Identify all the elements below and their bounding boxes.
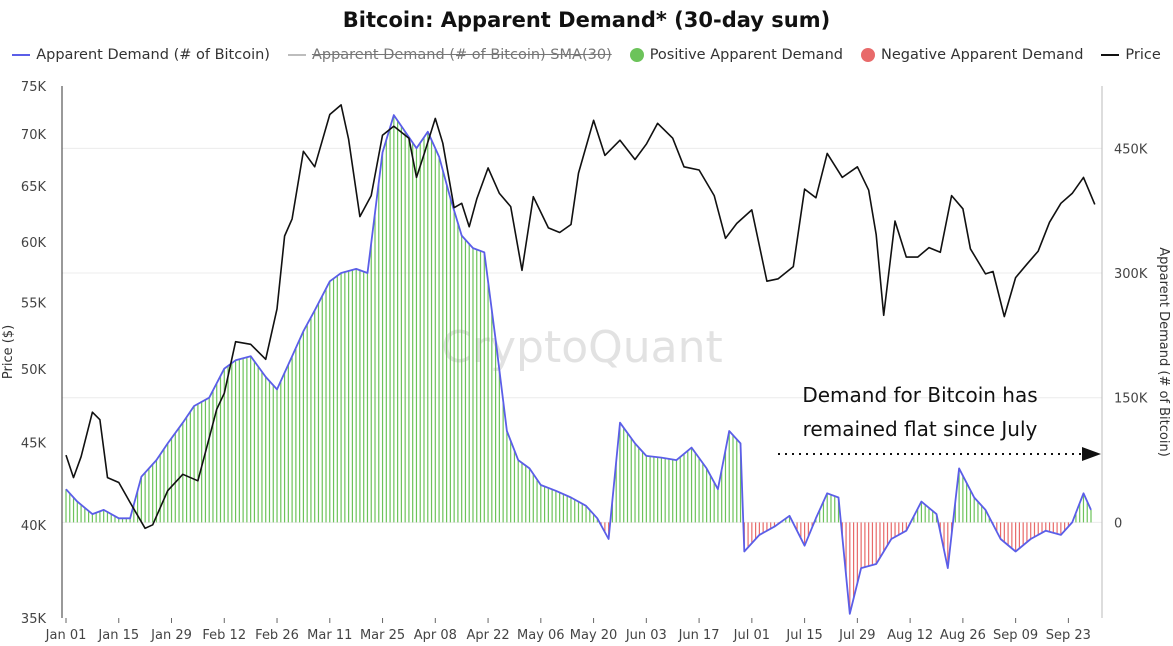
legend-dot-swatch — [629, 48, 644, 62]
y-right-axis-title: Apparent Demand (# of Bitcoin) — [1156, 247, 1171, 457]
x-tick-label: Jan 01 — [45, 628, 87, 643]
x-tick-label: Feb 12 — [202, 628, 246, 643]
y-right-tick-label: 0 — [1114, 516, 1122, 531]
legend-item-demand[interactable]: Apparent Demand (# of Bitcoin) — [12, 47, 270, 63]
x-tick-label: Sep 23 — [1046, 628, 1091, 643]
y-left-tick-label: 75K — [21, 80, 47, 95]
legend-line-swatch — [12, 54, 31, 56]
y-left-tick-label: 60K — [21, 236, 47, 251]
x-tick-label: Jun 17 — [678, 628, 720, 643]
x-tick-label: Feb 26 — [255, 628, 299, 643]
x-tick-label: Jul 15 — [785, 628, 822, 643]
legend-line-swatch — [1101, 54, 1120, 56]
legend-line-swatch — [287, 54, 306, 56]
legend-label: Positive Apparent Demand — [649, 47, 843, 63]
annotation-arrow-head — [1082, 447, 1101, 461]
price-line — [65, 104, 1096, 530]
y-left-tick-label: 35K — [21, 612, 47, 627]
y-left-tick-label: 55K — [21, 296, 47, 311]
y-left-tick-label: 65K — [21, 180, 47, 195]
watermark: CryptoQuant — [441, 322, 723, 373]
x-tick-label: Jul 29 — [838, 628, 875, 643]
chart-title: Bitcoin: Apparent Demand* (30-day sum) — [342, 8, 831, 32]
y-left-tick-label: 45K — [21, 437, 47, 452]
legend-item-demand-sma[interactable]: Apparent Demand (# of Bitcoin) SMA(30) — [287, 47, 612, 63]
legend-item-negative[interactable]: Negative Apparent Demand — [860, 47, 1084, 63]
legend-label: Price — [1125, 47, 1161, 63]
y-left-tick-label: 70K — [21, 128, 47, 143]
legend-item-price[interactable]: Price — [1101, 47, 1161, 63]
y-left-tick-label: 40K — [21, 519, 47, 534]
y-left-tick-label: 50K — [21, 363, 47, 378]
x-tick-label: Aug 26 — [940, 628, 986, 643]
x-tick-label: Jan 15 — [97, 628, 139, 643]
demand-line — [65, 114, 1092, 615]
x-tick-label: May 06 — [517, 628, 565, 643]
annotation-line-2: remained flat since July — [803, 417, 1038, 441]
legend-dot-swatch — [860, 48, 875, 62]
x-tick-label: Apr 22 — [466, 628, 509, 643]
y-left-axis-title: Price ($) — [1, 325, 16, 379]
x-tick-label: Jul 01 — [733, 628, 770, 643]
legend: Apparent Demand (# of Bitcoin) Apparent … — [0, 47, 1173, 63]
x-tick-label: Sep 09 — [993, 628, 1038, 643]
x-tick-label: Apr 08 — [414, 628, 457, 643]
x-tick-label: Jan 29 — [150, 628, 192, 643]
legend-item-positive[interactable]: Positive Apparent Demand — [629, 47, 843, 63]
y-right-tick-label: 300K — [1114, 267, 1148, 282]
x-tick-label: Mar 11 — [307, 628, 352, 643]
legend-label: Apparent Demand (# of Bitcoin) SMA(30) — [311, 47, 612, 63]
legend-label: Apparent Demand (# of Bitcoin) — [36, 47, 270, 63]
x-tick-label: May 20 — [570, 628, 618, 643]
x-tick-label: Mar 25 — [360, 628, 405, 643]
y-right-tick-label: 450K — [1114, 142, 1148, 157]
x-tick-label: Jun 03 — [625, 628, 667, 643]
y-right-tick-label: 150K — [1114, 392, 1148, 407]
annotation-line-1: Demand for Bitcoin has — [802, 383, 1037, 407]
x-tick-label: Aug 12 — [887, 628, 933, 643]
legend-label: Negative Apparent Demand — [880, 47, 1084, 63]
